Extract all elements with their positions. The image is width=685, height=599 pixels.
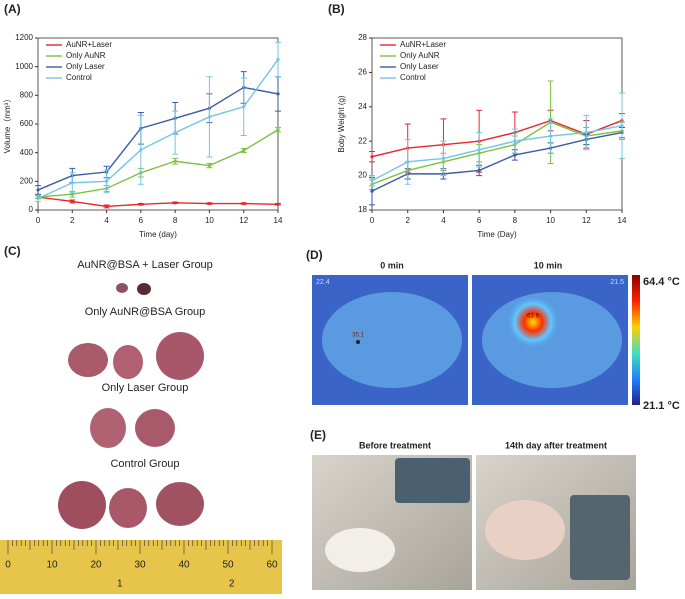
series-line <box>37 86 279 191</box>
spot <box>356 340 360 344</box>
series-line <box>371 121 623 185</box>
caliper <box>570 495 630 580</box>
x-tick-label: 6 <box>139 216 144 225</box>
legend-label: AuNR+Laser <box>66 40 112 49</box>
scale-max: 64.4 °C <box>643 276 680 288</box>
x-axis-label: Time (Day) <box>477 230 517 239</box>
y-axis-label: Boby Weight (g) <box>337 95 346 153</box>
y-tick-label: 200 <box>20 176 34 185</box>
panel-label: (E) <box>310 428 326 442</box>
hot-spot <box>507 296 559 348</box>
y-tick-label: 24 <box>358 102 367 111</box>
y-tick-label: 0 <box>29 205 34 214</box>
legend-label: Only Laser <box>400 62 439 71</box>
x-tick-label: 0 <box>370 216 375 225</box>
y-tick-label: 600 <box>20 119 34 128</box>
x-tick-label: 12 <box>239 216 248 225</box>
tumor <box>109 488 147 528</box>
series-line <box>371 125 623 182</box>
tumor <box>135 409 175 447</box>
series-line <box>37 129 279 198</box>
group-name: Control Group <box>110 458 179 470</box>
tumor <box>137 283 151 295</box>
x-tick-label: 12 <box>582 216 591 225</box>
spot-temp: 35.1 <box>352 333 364 339</box>
photo-title: Before treatment <box>359 440 431 450</box>
legend-label: AuNR+Laser <box>400 40 446 49</box>
y-tick-label: 400 <box>20 148 34 157</box>
group-name: Only Laser Group <box>102 382 189 394</box>
x-tick-label: 0 <box>36 216 41 225</box>
y-tick-label: 26 <box>358 68 367 77</box>
image-title: 10 min <box>534 260 563 270</box>
corner-temp: 21.5 <box>610 279 624 286</box>
x-tick-label: 2 <box>405 216 410 225</box>
x-tick-label: 14 <box>274 216 283 225</box>
ruler-label: 30 <box>134 560 146 571</box>
series-line <box>37 196 279 208</box>
tumor <box>58 481 106 529</box>
legend-label: Only Laser <box>66 62 105 71</box>
series-line <box>371 131 623 192</box>
tumor <box>113 345 143 379</box>
series-line <box>371 119 623 158</box>
ruler-label: 20 <box>90 560 102 571</box>
panel-label: (D) <box>306 248 323 262</box>
tumor <box>68 343 108 377</box>
mouse-body <box>322 292 462 388</box>
series-line <box>37 59 279 200</box>
x-tick-label: 6 <box>477 216 482 225</box>
panel-label: (B) <box>328 2 345 16</box>
y-tick-label: 1000 <box>15 62 33 71</box>
ruler-label: 40 <box>178 560 190 571</box>
ruler-label: 50 <box>222 560 234 571</box>
legend-label: Only AuNR <box>66 51 106 60</box>
ruler <box>0 540 282 594</box>
color-bar <box>632 275 640 405</box>
ruler-label: 60 <box>266 560 278 571</box>
legend-label: Control <box>66 73 92 82</box>
tumor <box>156 482 204 526</box>
x-tick-label: 14 <box>618 216 627 225</box>
y-tick-label: 18 <box>358 205 367 214</box>
ruler-label: 0 <box>5 560 11 571</box>
tumor <box>90 408 126 448</box>
legend-label: Control <box>400 73 426 82</box>
spot-temp: 63.9 <box>527 314 539 320</box>
ruler-label: 10 <box>46 560 58 571</box>
y-tick-label: 22 <box>358 136 367 145</box>
ruler-label: 1 <box>117 579 123 590</box>
panel-label: (A) <box>4 2 21 16</box>
y-axis-label: Volume（mm³） <box>3 95 12 154</box>
corner-temp: 22.4 <box>316 279 330 286</box>
x-tick-label: 10 <box>546 216 555 225</box>
x-tick-label: 2 <box>70 216 75 225</box>
panel-label: (C) <box>4 244 21 258</box>
x-tick-label: 4 <box>441 216 446 225</box>
scale-min: 21.1 °C <box>643 400 680 412</box>
x-tick-label: 4 <box>104 216 109 225</box>
x-axis-label: Time (day) <box>139 230 177 239</box>
tumor <box>156 332 204 380</box>
group-name: AuNR@BSA + Laser Group <box>77 259 213 271</box>
y-tick-label: 20 <box>358 171 367 180</box>
mouse <box>325 528 395 572</box>
y-tick-label: 800 <box>20 90 34 99</box>
x-tick-label: 10 <box>205 216 214 225</box>
group-name: Only AuNR@BSA Group <box>85 306 206 318</box>
x-tick-label: 8 <box>173 216 178 225</box>
legend-label: Only AuNR <box>400 51 440 60</box>
x-tick-label: 8 <box>513 216 518 225</box>
mouse <box>485 500 565 560</box>
ruler-label: 2 <box>229 579 235 590</box>
image-title: 0 min <box>380 260 404 270</box>
photo-title: 14th day after treatment <box>505 440 607 450</box>
ruler-ticks: 0 10 20 30 40 50 60 1 2 <box>5 540 278 590</box>
y-tick-label: 1200 <box>15 33 33 42</box>
tumor <box>116 283 128 293</box>
caliper <box>395 458 470 503</box>
y-tick-label: 28 <box>358 33 367 42</box>
